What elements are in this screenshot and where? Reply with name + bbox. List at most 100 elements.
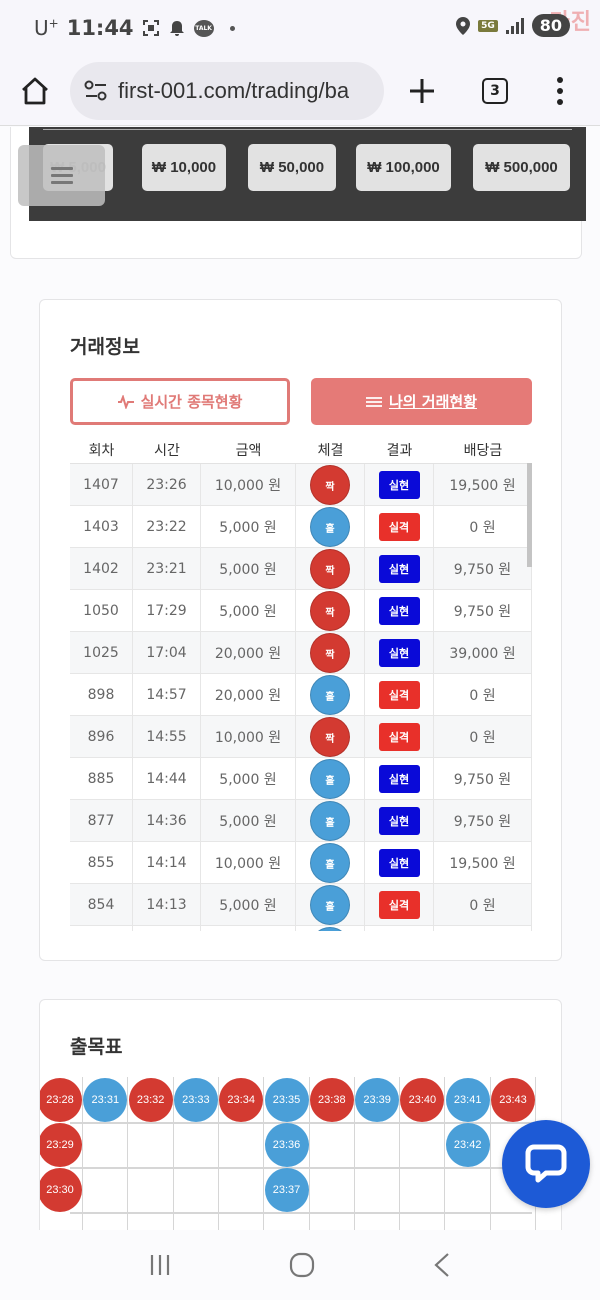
kebab-dot (557, 98, 563, 105)
live-chat-button[interactable] (502, 1120, 590, 1208)
cell-time: 14:13 (133, 884, 201, 925)
trade-table[interactable]: 1407 23:26 10,000 원 짝 실현 19,500 원 1403 23:22 5,0… (70, 463, 532, 931)
tab-label: 나의 거래현황 (388, 393, 478, 411)
address-bar[interactable]: first-001.com/trading/ba (70, 61, 384, 120)
tab-switcher-button[interactable]: 3 (460, 77, 530, 104)
table-row: 885 14:44 5,000 원 홀 실현 9,750 원 (70, 758, 532, 800)
trade-info-card: 거래정보 실시간 종목현황 나의 거래현황 회차 시간 금액 체결 결과 배당금… (39, 299, 562, 961)
browser-toolbar: first-001.com/trading/ba 3 (0, 56, 600, 126)
col-result: 결과 (386, 443, 413, 459)
status-time: 11:44 (66, 16, 134, 40)
kebab-dot (557, 76, 563, 83)
cell-payout: 0 원 (434, 674, 532, 715)
grid-line (217, 1077, 219, 1230)
cell-amount: 10,000 원 (201, 716, 296, 757)
cell-pick: 짝 (296, 716, 365, 757)
outcome-bead-grid[interactable]: 23:28 23:29 23:30 23:31 23:32 23:33 23:34 23:35… (40, 1077, 536, 1230)
cell-pick: 홀 (296, 884, 365, 925)
browser-menu-button[interactable] (530, 76, 590, 105)
cell-amount: 5,000 원 (201, 758, 296, 799)
cell-payout: 0 원 (434, 506, 532, 547)
pulse-icon (117, 394, 134, 409)
table-row: 1025 17:04 20,000 원 짝 실현 39,000 원 (70, 632, 532, 674)
table-row: 홀 (70, 926, 532, 931)
cell-amount: 5,000 원 (201, 548, 296, 589)
location-icon (456, 16, 471, 35)
url-text[interactable]: first-001.com/trading/ba (118, 77, 350, 103)
cell-amount: 10,000 원 (201, 464, 296, 505)
cell-time: 23:22 (133, 506, 201, 547)
cell-result: 실격 (365, 674, 434, 715)
cell-round: 877 (70, 800, 133, 841)
odd-result-bead: 23:31 (83, 1078, 128, 1122)
cell-pick: 홀 (296, 842, 365, 883)
cell-time: 17:04 (133, 632, 201, 673)
col-pick: 체결 (317, 443, 344, 459)
bell-icon (169, 21, 184, 36)
carrier-label: U+ (34, 16, 59, 40)
table-row: 1407 23:26 10,000 원 짝 실현 19,500 원 (70, 464, 532, 506)
odd-pick-badge: 홀 (310, 885, 350, 925)
hamburger-line (50, 167, 73, 170)
odd-result-bead: 23:41 (445, 1078, 490, 1122)
even-result-bead: 23:29 (40, 1123, 82, 1167)
win-badge: 실현 (378, 470, 420, 499)
cell-payout: 9,750 원 (434, 590, 532, 631)
home-button[interactable] (0, 77, 70, 105)
tab-my-trades[interactable]: 나의 거래현황 (311, 378, 532, 425)
cell-round: 1403 (70, 506, 133, 547)
cell-time: 14:36 (133, 800, 201, 841)
cell-amount: 20,000 원 (201, 632, 296, 673)
tab-label: 실시간 종목현황 (140, 393, 243, 411)
cell-result: 실현 (365, 758, 434, 799)
home-icon (22, 77, 48, 104)
table-row: 896 14:55 10,000 원 짝 실격 0 원 (70, 716, 532, 758)
cell-round: 1402 (70, 548, 133, 589)
home-nav-icon[interactable] (289, 1252, 315, 1278)
amount-chip-50000[interactable]: ₩ 50,000 (248, 144, 336, 191)
site-settings-icon[interactable] (84, 80, 108, 102)
odd-pick-badge: 홀 (310, 801, 350, 841)
cell-time: 14:44 (133, 758, 201, 799)
grid-line (70, 1212, 532, 1214)
even-pick-badge: 짝 (310, 717, 350, 757)
even-pick-badge: 짝 (310, 465, 350, 505)
table-row: 1403 23:22 5,000 원 홀 실격 0 원 (70, 506, 532, 548)
even-result-bead: 23:34 (219, 1078, 264, 1122)
cell-time: 23:26 (133, 464, 201, 505)
cell-pick: 짝 (296, 548, 365, 589)
cell-pick: 홀 (296, 674, 365, 715)
amount-chip-10000[interactable]: ₩ 10,000 (142, 144, 226, 191)
cell-result: 실격 (365, 506, 434, 547)
new-tab-button[interactable] (384, 78, 460, 104)
outcome-chart-title: 출목표 (70, 1036, 123, 1058)
grid-line (399, 1077, 401, 1230)
cell-payout: 9,750 원 (434, 758, 532, 799)
cell-payout: 0 원 (434, 716, 532, 757)
even-result-bead: 23:43 (491, 1078, 535, 1122)
cell-payout: 9,750 원 (434, 548, 532, 589)
cell-round: 1407 (70, 464, 133, 505)
tab-realtime-status[interactable]: 실시간 종목현황 (70, 378, 290, 425)
cell-payout: 19,500 원 (434, 464, 532, 505)
page-content[interactable]: ₩ 5,000 ₩ 10,000 ₩ 50,000 ₩ 100,000 ₩ 50… (0, 127, 600, 1230)
plus-icon (410, 78, 434, 103)
amount-chip-100000[interactable]: ₩ 100,000 (356, 144, 451, 191)
cell-amount: 5,000 원 (201, 506, 296, 547)
cell-payout: 19,500 원 (434, 842, 532, 883)
table-scrollbar[interactable] (527, 463, 532, 567)
win-badge: 실현 (378, 848, 420, 877)
grid-line (353, 1077, 355, 1230)
odd-pick-badge: 홀 (310, 675, 350, 715)
cell-result: 실현 (365, 548, 434, 589)
recent-apps-icon[interactable] (148, 1253, 172, 1277)
back-icon[interactable] (432, 1252, 452, 1278)
grid-line (172, 1077, 174, 1230)
floating-menu-button[interactable] (18, 145, 105, 206)
win-badge: 실현 (378, 764, 420, 793)
amount-chip-500000[interactable]: ₩ 500,000 (473, 144, 570, 191)
col-amount: 금액 (235, 443, 262, 459)
odd-pick-badge: 홀 (310, 843, 350, 883)
cell-time: 17:29 (133, 590, 201, 631)
